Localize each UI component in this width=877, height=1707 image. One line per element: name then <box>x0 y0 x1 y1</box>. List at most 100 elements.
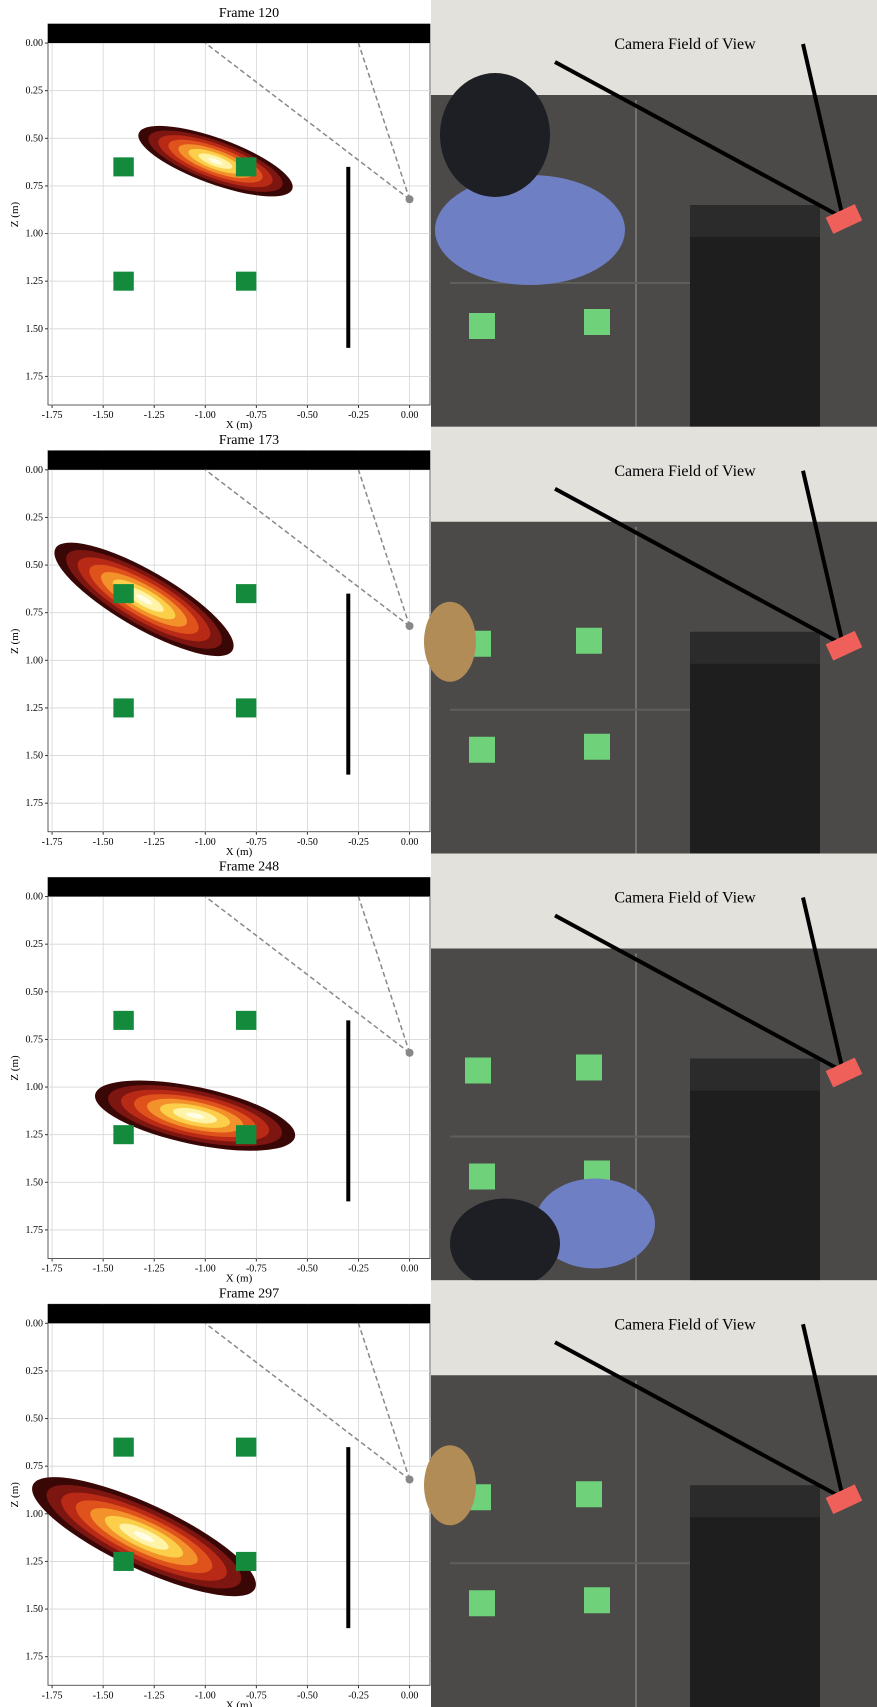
y-tick-label: 0.50 <box>26 133 44 144</box>
chart-title: Frame 120 <box>219 6 279 21</box>
y-tick-label: 0.75 <box>26 608 44 619</box>
photo-frame <box>690 205 820 237</box>
x-tick-label: -1.00 <box>195 837 216 848</box>
photo-marker <box>584 1587 610 1613</box>
marker <box>236 698 256 717</box>
x-axis-label: X (m) <box>226 1273 253 1285</box>
photo-curtain <box>690 1515 820 1707</box>
marker <box>113 1438 133 1457</box>
x-tick-label: -1.00 <box>195 1264 216 1275</box>
x-tick-label: -1.25 <box>144 1690 165 1701</box>
marker <box>236 1552 256 1571</box>
x-tick-label: -0.25 <box>348 1264 369 1275</box>
photo-marker <box>584 309 610 335</box>
photo-frame <box>690 1059 820 1091</box>
plot-area <box>48 24 430 405</box>
photo-curtain <box>690 662 820 854</box>
y-tick-label: 1.50 <box>26 1177 44 1188</box>
chart-title: Frame 173 <box>219 433 279 448</box>
y-tick-label: 1.25 <box>26 276 44 287</box>
top-band <box>48 451 430 470</box>
y-tick-label: 1.75 <box>26 1225 44 1236</box>
photo-label: Camera Field of View <box>614 36 756 53</box>
photo-person <box>424 1445 476 1525</box>
y-tick-label: 0.75 <box>26 1461 44 1472</box>
marker <box>113 157 133 176</box>
photo-marker <box>576 628 602 654</box>
x-tick-label: 0.00 <box>401 1264 419 1275</box>
marker <box>113 1552 133 1571</box>
photo: Camera Field of View <box>424 1280 877 1707</box>
y-tick-label: 0.50 <box>26 1414 44 1425</box>
marker <box>236 272 256 291</box>
x-tick-label: -0.25 <box>348 837 369 848</box>
photo-curtain <box>690 235 820 427</box>
camera <box>406 1049 414 1057</box>
y-tick-label: 1.00 <box>26 1509 44 1520</box>
x-axis-label: X (m) <box>226 419 253 431</box>
panel: -1.75-1.50-1.25-1.00-0.75-0.50-0.250.000… <box>9 427 877 858</box>
camera <box>406 195 414 203</box>
plot-area <box>48 451 430 832</box>
camera <box>406 622 414 630</box>
marker <box>236 1125 256 1144</box>
panel: -1.75-1.50-1.25-1.00-0.75-0.50-0.250.000… <box>9 1280 877 1707</box>
y-tick-label: 0.75 <box>26 1034 44 1045</box>
photo-marker <box>584 734 610 760</box>
marker <box>236 584 256 603</box>
x-tick-label: -1.25 <box>144 1264 165 1275</box>
x-tick-label: -1.25 <box>144 410 165 421</box>
camera <box>406 1476 414 1484</box>
marker <box>113 1011 133 1030</box>
y-tick-label: 1.00 <box>26 1082 44 1093</box>
panel: -1.75-1.50-1.25-1.00-0.75-0.50-0.250.000… <box>9 854 877 1289</box>
photo-marker <box>576 1481 602 1507</box>
x-tick-label: 0.00 <box>401 1690 419 1701</box>
y-tick-label: 0.50 <box>26 987 44 998</box>
x-tick-label: -1.75 <box>42 410 63 421</box>
y-tick-label: 0.25 <box>26 86 44 97</box>
y-tick-label: 1.50 <box>26 1604 44 1615</box>
y-tick-label: 1.50 <box>26 324 44 335</box>
photo-marker <box>469 1590 495 1616</box>
y-tick-label: 1.75 <box>26 1652 44 1663</box>
y-tick-label: 0.25 <box>26 512 44 523</box>
y-tick-label: 0.25 <box>26 1366 44 1377</box>
x-tick-label: -1.50 <box>93 1690 114 1701</box>
x-tick-label: -0.50 <box>297 837 318 848</box>
photo-marker <box>469 313 495 339</box>
top-band <box>48 878 430 897</box>
photo-marker <box>469 737 495 763</box>
x-tick-label: -0.50 <box>297 1264 318 1275</box>
top-band <box>48 1304 430 1323</box>
y-tick-label: 0.75 <box>26 181 44 192</box>
x-tick-label: -1.50 <box>93 410 114 421</box>
x-tick-label: -1.50 <box>93 837 114 848</box>
photo: Camera Field of View <box>431 0 877 427</box>
photo-marker <box>576 1055 602 1081</box>
photo-marker <box>465 1058 491 1084</box>
photo-person <box>435 175 625 285</box>
chart-title: Frame 297 <box>219 1286 279 1301</box>
y-tick-label: 1.75 <box>26 371 44 382</box>
photo-label: Camera Field of View <box>614 890 756 907</box>
plot-area <box>48 878 430 1259</box>
x-tick-label: -1.50 <box>93 1264 114 1275</box>
photo-person-head <box>450 1199 560 1289</box>
x-axis-label: X (m) <box>226 1699 253 1707</box>
photo-label: Camera Field of View <box>614 463 756 480</box>
photo: Camera Field of View <box>431 854 877 1289</box>
y-tick-label: 0.00 <box>26 1318 44 1329</box>
marker <box>113 584 133 603</box>
x-tick-label: -1.75 <box>42 1690 63 1701</box>
marker <box>236 1438 256 1457</box>
x-tick-label: 0.00 <box>401 410 419 421</box>
x-tick-label: -1.00 <box>195 1690 216 1701</box>
photo-frame <box>690 1485 820 1517</box>
y-axis-label: Z (m) <box>9 628 21 654</box>
figure: -1.75-1.50-1.25-1.00-0.75-0.50-0.250.000… <box>0 0 877 1707</box>
photo-frame <box>690 632 820 664</box>
x-tick-label: -0.50 <box>297 1690 318 1701</box>
chart-title: Frame 248 <box>219 860 279 875</box>
